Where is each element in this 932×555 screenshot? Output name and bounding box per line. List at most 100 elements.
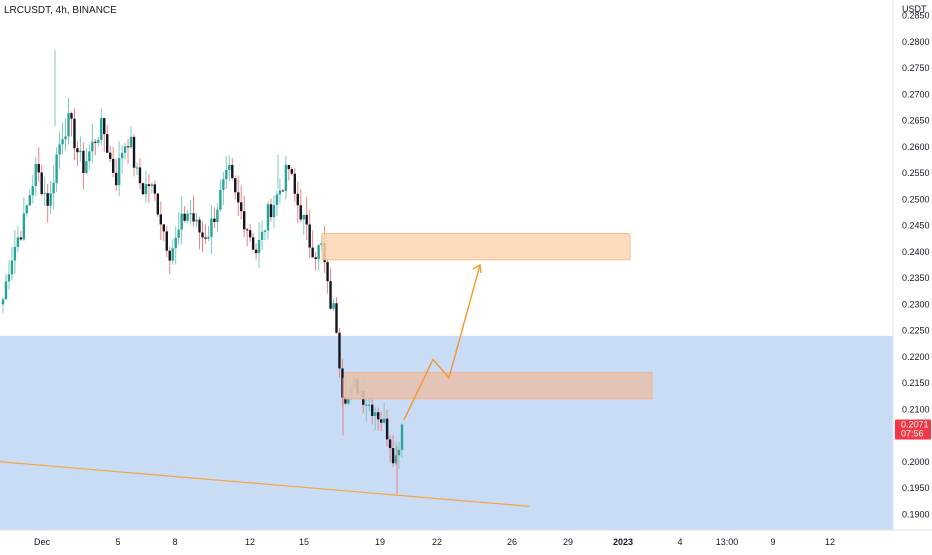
candle-body: [234, 178, 237, 193]
candle-body: [305, 214, 308, 225]
candle-body: [394, 455, 398, 464]
candle-body: [293, 173, 297, 194]
candle-body: [254, 249, 258, 254]
candle-body: [374, 412, 377, 416]
candle-body: [311, 247, 314, 258]
time-tick-label: 22: [432, 537, 442, 547]
candle-body: [347, 397, 350, 404]
candle-body: [314, 257, 317, 260]
candle-body: [144, 184, 148, 195]
candle-body: [201, 232, 204, 238]
candle-body: [260, 231, 264, 240]
candle-body: [79, 150, 82, 153]
last-price-value: 0.2071: [901, 420, 929, 430]
price-tick-label: 0.2600: [902, 142, 930, 152]
candle-body: [242, 211, 246, 230]
trendline[interactable]: [0, 461, 531, 507]
time-tick-label: 8: [172, 537, 177, 547]
candle-body: [344, 397, 347, 404]
candle-body: [225, 169, 228, 180]
demand-zone-box[interactable]: [344, 372, 653, 400]
candle-body: [82, 150, 85, 174]
resistance-zone-box[interactable]: [321, 233, 631, 261]
time-tick-label: 19: [375, 537, 385, 547]
candle-body: [278, 190, 282, 195]
price-tick-label: 0.2300: [902, 299, 930, 309]
candle-body: [73, 118, 76, 149]
candle-body: [126, 146, 130, 148]
candle-body: [10, 260, 14, 275]
candle-body: [183, 213, 186, 221]
candle-body: [88, 151, 91, 162]
price-tick-label: 0.2700: [902, 89, 930, 99]
candle-body: [204, 237, 207, 239]
candle-body: [55, 154, 58, 183]
candle-body: [111, 158, 115, 173]
candle-body: [156, 193, 160, 215]
candle-body: [64, 136, 67, 140]
time-tick-label: 5: [115, 537, 120, 547]
projected-path-line[interactable]: [403, 264, 481, 421]
price-tick-label: 0.2850: [902, 11, 930, 21]
candle-body: [85, 161, 88, 174]
candle-body: [135, 167, 139, 169]
candle-body: [290, 169, 294, 174]
candle-body: [117, 158, 121, 186]
price-axis: 0.2850 0.2800 0.2750 0.2700 0.2650 0.2600 0.25…: [902, 11, 930, 520]
candle-body: [216, 209, 219, 223]
candle-body: [76, 148, 79, 153]
candle-body: [91, 141, 94, 152]
candle-body: [120, 152, 124, 159]
candle-body: [49, 193, 52, 206]
candle-body: [228, 164, 231, 170]
candle-countdown: 07:56: [901, 429, 924, 439]
candle-body: [19, 237, 23, 240]
candle-body: [287, 164, 291, 170]
time-tick-label: 29: [563, 537, 573, 547]
candle-body: [103, 118, 106, 135]
candle-body: [257, 239, 261, 254]
candle-body: [284, 164, 288, 191]
price-tick-label: 0.2800: [902, 37, 930, 47]
candle-body: [13, 246, 17, 261]
candle-body: [376, 412, 380, 420]
price-tick-label: 0.2750: [902, 63, 930, 73]
candle-body: [174, 237, 177, 249]
price-tick-label: 0.2100: [902, 404, 930, 414]
candle-body: [16, 237, 20, 247]
price-tick-label: 0.2200: [902, 352, 930, 362]
candle-body: [61, 139, 64, 145]
candle-body: [400, 424, 404, 450]
time-tick-label: 26: [507, 537, 517, 547]
candle-body: [108, 152, 112, 159]
price-tick-label: 0.2400: [902, 247, 930, 257]
candle-body: [43, 193, 46, 195]
price-tick-label: 0.2550: [902, 168, 930, 178]
candle-body: [263, 230, 267, 232]
candle-body: [46, 193, 49, 206]
price-axis-currency-label: USDT: [902, 4, 927, 14]
candle-body: [97, 139, 100, 143]
candle-body: [237, 192, 240, 203]
candle-body: [251, 237, 255, 250]
candle-body: [147, 184, 151, 187]
candle-body: [341, 368, 344, 398]
candle-body: [329, 281, 332, 309]
price-tick-label: 0.1900: [902, 509, 930, 519]
candle-body: [302, 214, 305, 220]
time-tick-label: 15: [299, 537, 309, 547]
candle-body: [192, 213, 195, 222]
candle-body: [332, 303, 335, 309]
candle-body: [141, 183, 145, 195]
candle-body: [317, 245, 320, 260]
candle-body: [248, 230, 252, 238]
candle-body: [180, 213, 183, 230]
candle-body: [94, 141, 97, 143]
candle-body: [275, 194, 279, 206]
candle-body: [132, 136, 136, 168]
candle-body: [67, 113, 70, 137]
candle-body: [388, 439, 392, 449]
candle-body: [397, 449, 401, 456]
